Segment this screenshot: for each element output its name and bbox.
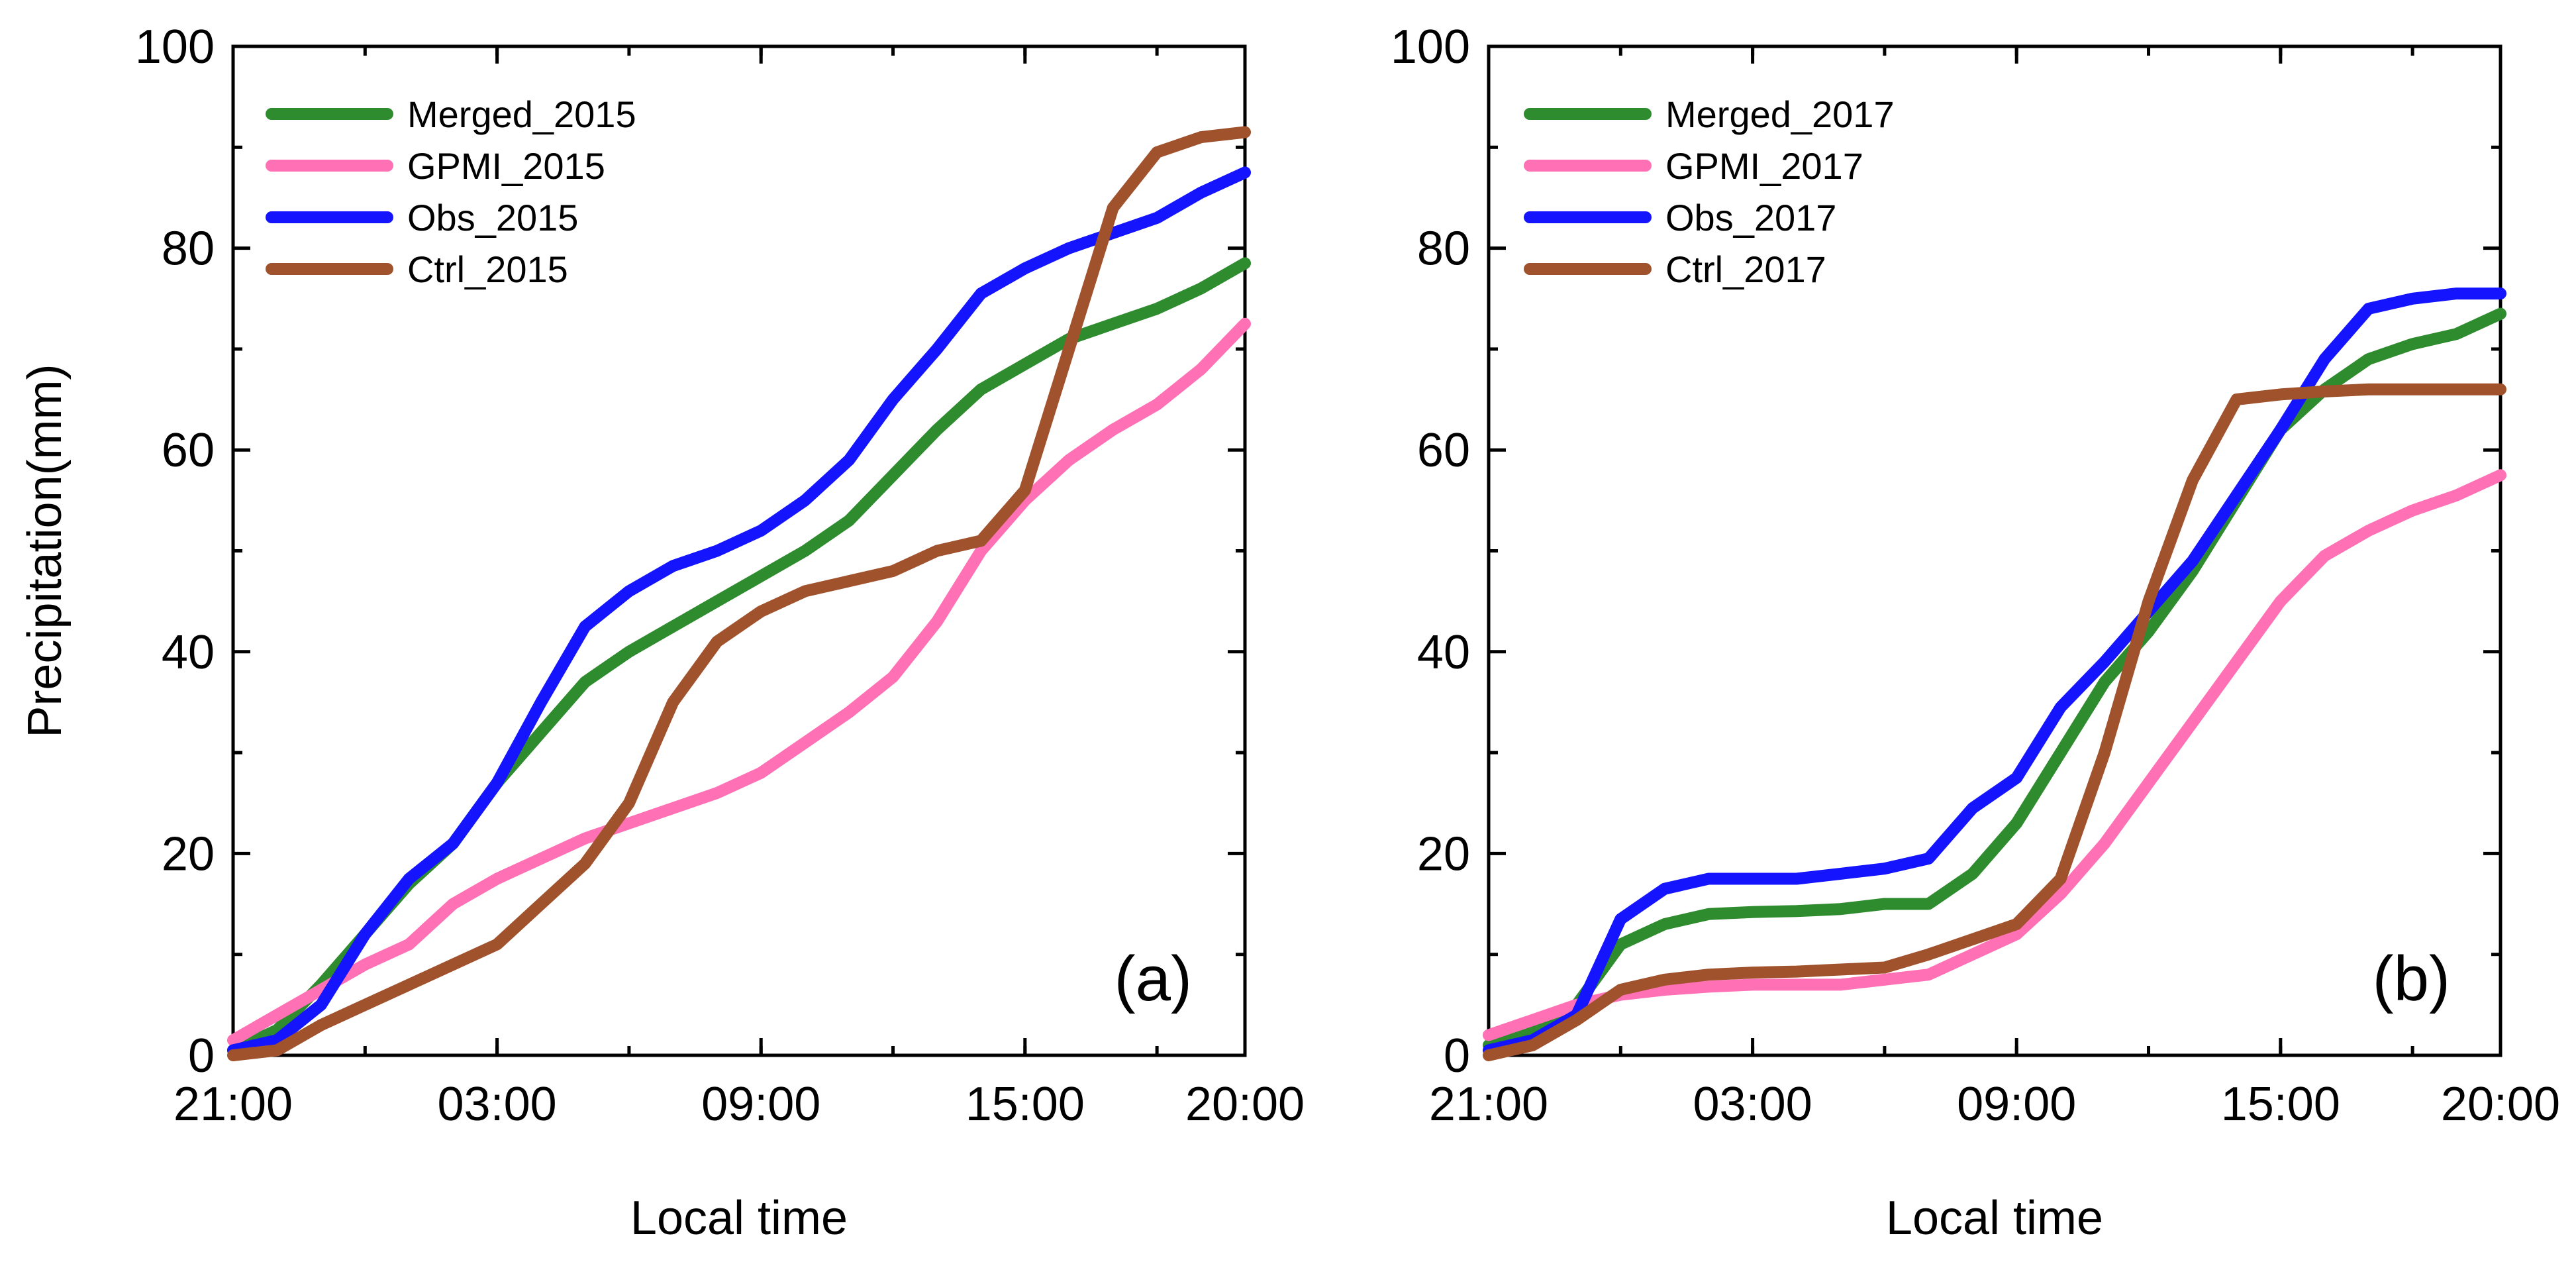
series-line-ctrl-2017	[1483, 383, 2506, 1061]
legend-label: Obs_2015	[407, 197, 578, 238]
y-tick-label: 60	[162, 424, 215, 477]
y-tick-label: 60	[1417, 424, 1470, 477]
x-tick-label: 03:00	[438, 1078, 557, 1131]
legend-label: Ctrl_2017	[1665, 248, 1826, 290]
series-line-obs-2015	[227, 166, 1251, 1057]
y-tick-label: 0	[188, 1029, 215, 1082]
y-tick-label: 40	[162, 626, 215, 679]
panel-label: (a)	[1115, 943, 1192, 1014]
x-tick-label: 09:00	[1957, 1078, 2076, 1131]
y-tick-label: 0	[1444, 1029, 1470, 1082]
legend-label: Ctrl_2015	[407, 248, 568, 290]
x-tick-label: 20:00	[2441, 1078, 2560, 1131]
y-tick-label: 100	[135, 21, 215, 74]
y-axis-title: Precipitation(mm)	[19, 364, 72, 737]
series-line-gpmi-2015	[227, 317, 1251, 1047]
panel-b: 0 20 40 60 80 100 21:00 03:00 09:00 15:00 20:00 Loc…	[1391, 21, 2560, 1245]
panel-a: 0 20 40 60 80 100 21:00 03:00 09:00 15:00 20:00 Loc…	[19, 21, 1305, 1245]
legend-label: Obs_2017	[1665, 197, 1836, 238]
x-axis-title: Local time	[630, 1192, 848, 1245]
series-line-ctrl-2015	[227, 126, 1251, 1061]
y-tick-label: 20	[162, 827, 215, 880]
x-tick-label: 09:00	[701, 1078, 820, 1131]
series-line-obs-2017	[1483, 288, 2506, 1057]
legend-label: Merged_2015	[407, 93, 636, 135]
panel-label: (b)	[2373, 943, 2450, 1014]
x-axis-title: Local time	[1886, 1192, 2103, 1245]
x-tick-label: 20:00	[1185, 1078, 1305, 1131]
x-tick-label: 21:00	[173, 1078, 293, 1131]
x-tick-label: 15:00	[2221, 1078, 2340, 1131]
series-line-merged-2017	[1483, 307, 2506, 1051]
y-tick-label: 20	[1417, 827, 1470, 880]
x-tick-label: 21:00	[1429, 1078, 1548, 1131]
y-tick-label: 100	[1391, 21, 1470, 74]
x-tick-label: 03:00	[1693, 1078, 1812, 1131]
series-line-merged-2015	[227, 257, 1251, 1057]
legend-label: GPMI_2015	[407, 145, 605, 187]
x-tick-label: 15:00	[966, 1078, 1085, 1131]
series-line-gpmi-2017	[1483, 469, 2506, 1041]
legend-label: Merged_2017	[1665, 93, 1895, 135]
y-tick-label: 80	[1417, 223, 1470, 276]
legend-label: GPMI_2017	[1665, 145, 1863, 187]
y-tick-label: 80	[162, 223, 215, 276]
y-tick-label: 40	[1417, 626, 1470, 679]
